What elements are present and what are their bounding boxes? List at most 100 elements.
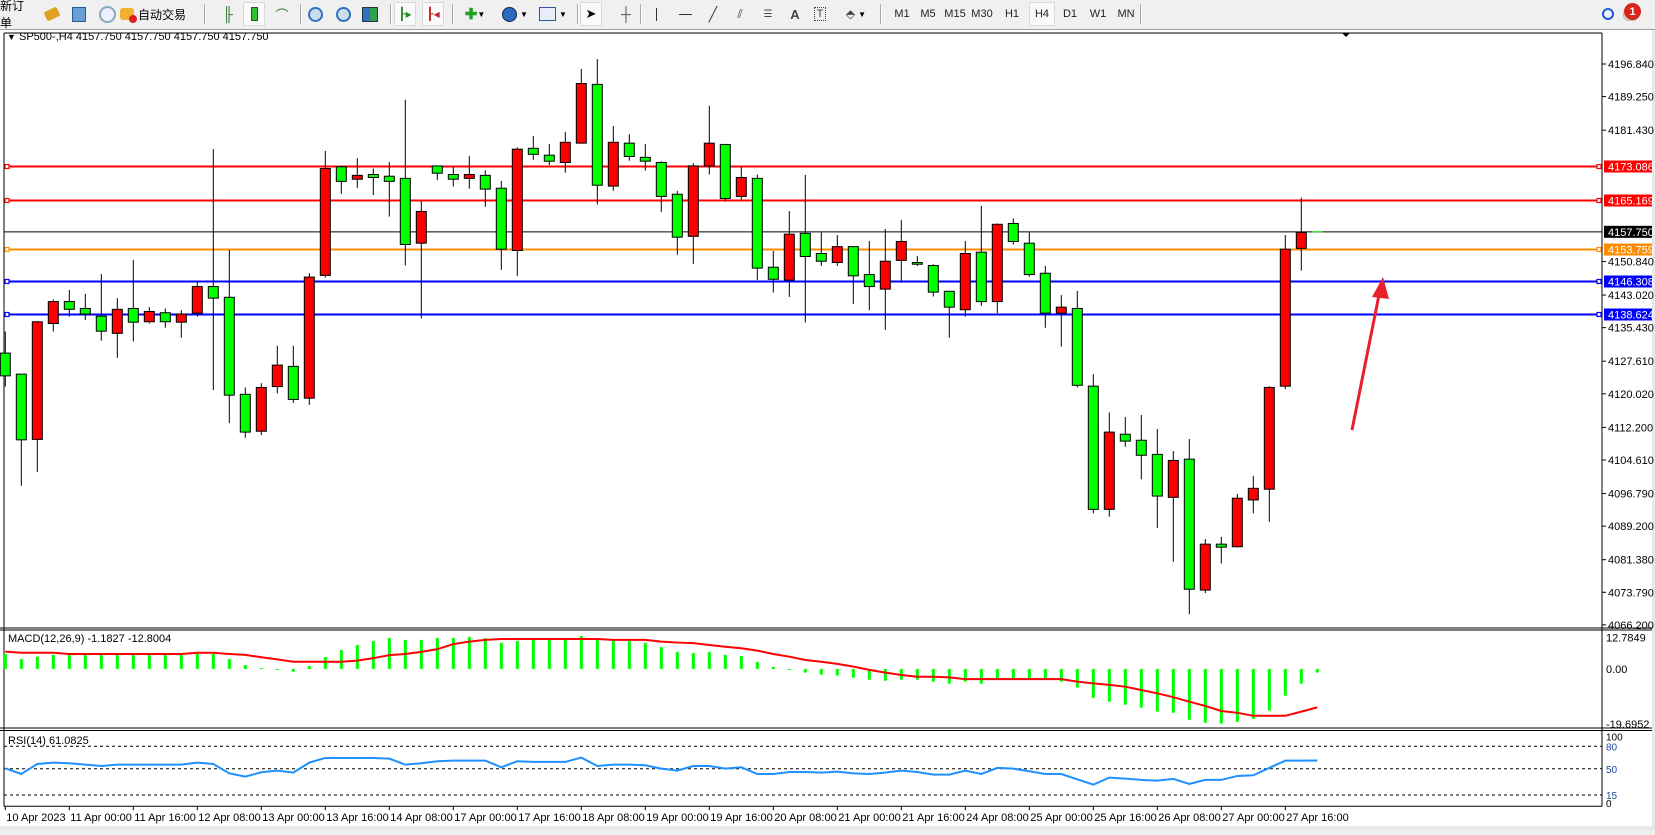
candle — [559, 132, 571, 173]
macd-histogram-bar — [179, 653, 183, 669]
candle — [79, 293, 91, 321]
chart-shift-button[interactable]: ┠◂ — [422, 2, 444, 26]
search-button[interactable] — [1598, 3, 1618, 25]
auto-trading-icon — [120, 8, 137, 23]
auto-trading-button[interactable]: 自动交易 — [120, 3, 198, 25]
macd-histogram-bar — [739, 656, 743, 669]
timeframe-h4-button[interactable]: H4 — [1029, 2, 1055, 26]
templates-icon — [539, 7, 557, 21]
candle-body — [879, 260, 891, 290]
chart-window[interactable]: 4173.086 4165.169 4153.759 4146.308 4138.624… — [0, 30, 1655, 830]
price-tick-label: 4143.020 — [1608, 290, 1654, 302]
chart-shift-marker-icon[interactable] — [1342, 33, 1350, 37]
price-tick-label: 4073.790 — [1608, 587, 1654, 599]
candle — [1167, 450, 1179, 562]
annotation-arrow-shaft[interactable] — [1350, 294, 1381, 431]
add-indicator-button[interactable]: ✚ ▼ — [458, 3, 492, 25]
candle-body — [415, 210, 427, 244]
macd-histogram-bar — [867, 668, 871, 680]
market-watch-icon — [43, 6, 61, 22]
candle — [367, 168, 379, 196]
new-order-button[interactable]: 新订单 — [0, 0, 34, 30]
search-icon — [1602, 8, 1614, 20]
macd-histogram-bar — [83, 654, 87, 669]
arrows-button[interactable]: ⬘ ▼ — [838, 3, 874, 25]
crosshair-button[interactable]: ┼ — [616, 3, 636, 25]
macd-histogram-bar — [339, 650, 343, 669]
timeframe-m30-button[interactable]: M30 — [971, 8, 993, 20]
candle — [239, 387, 251, 438]
candle — [927, 264, 939, 297]
text-label-button[interactable]: T — [810, 3, 830, 25]
vertical-line-button[interactable] — [646, 3, 666, 25]
timeframe-mn-button[interactable]: MN — [1117, 8, 1135, 20]
macd-histogram-bar — [691, 653, 695, 669]
candle-body — [943, 290, 955, 308]
time-tick-label: 19 Apr 16:00 — [710, 812, 772, 824]
tile-windows-button[interactable] — [360, 3, 380, 25]
horizontal-line-handle[interactable] — [1596, 246, 1602, 253]
periods-button[interactable]: ▼ — [498, 3, 532, 25]
chart-canvas[interactable]: 4173.086 4165.169 4153.759 4146.308 4138.624… — [0, 30, 1655, 830]
macd-tick-label: -19.6952 — [1606, 719, 1649, 731]
price-label-box — [1604, 243, 1652, 256]
candle-body — [767, 266, 779, 280]
timeframe-m1-button[interactable]: M1 — [894, 8, 910, 20]
trendline-button[interactable]: ╱ — [703, 3, 723, 25]
timeframe-m15-button[interactable]: M15 — [944, 8, 966, 20]
candle — [15, 373, 27, 486]
navigator-button[interactable] — [69, 3, 89, 25]
horizontal-line-handle[interactable] — [1596, 311, 1602, 318]
macd-histogram-bar — [1203, 668, 1207, 723]
horizontal-line-handle[interactable] — [4, 163, 10, 170]
zoom-in-button[interactable] — [305, 3, 325, 25]
horizontal-line-button[interactable] — [675, 3, 695, 25]
candlestick-icon — [250, 7, 258, 21]
candle-body — [1071, 307, 1083, 386]
symbol-menu-triangle-icon[interactable]: ▼ — [7, 32, 16, 42]
zoom-out-button[interactable] — [333, 3, 353, 25]
cursor-button[interactable]: ➤ — [580, 2, 602, 26]
candlestick-button[interactable] — [243, 2, 265, 26]
text-icon: A — [790, 6, 800, 22]
horizontal-line-handle[interactable] — [4, 197, 10, 204]
timeframe-d1-button[interactable]: D1 — [1062, 8, 1078, 20]
timeframe-w1-button[interactable]: W1 — [1089, 8, 1107, 20]
candle-body — [1167, 459, 1179, 498]
candle-body — [207, 286, 219, 299]
text-button[interactable]: A — [785, 3, 805, 25]
horizontal-line-handle[interactable] — [1596, 278, 1602, 285]
bar-chart-button[interactable]: ╟ — [218, 3, 238, 25]
line-chart-button[interactable]: ⌒ — [272, 3, 292, 25]
horizontal-line-handle[interactable] — [4, 311, 10, 318]
candle-body — [1247, 487, 1259, 501]
arrows-icon: ⬘ — [845, 7, 856, 21]
candle — [1087, 374, 1099, 514]
templates-button[interactable]: ▼ — [536, 3, 570, 25]
macd-histogram-bar — [659, 647, 663, 669]
market-watch-button[interactable] — [42, 3, 62, 25]
macd-histogram-bar — [515, 641, 519, 669]
auto-scroll-button[interactable]: ┠▸ — [394, 2, 416, 26]
macd-histogram-bar — [323, 656, 327, 669]
timeframe-m5-button[interactable]: M5 — [920, 8, 936, 20]
candle — [975, 205, 987, 306]
candle-body — [991, 223, 1003, 303]
price-label-box — [1604, 194, 1652, 207]
horizontal-line-handle[interactable] — [4, 246, 10, 253]
signals-button[interactable] — [97, 3, 117, 25]
horizontal-line-handle[interactable] — [4, 278, 10, 285]
horizontal-line-handle[interactable] — [1596, 163, 1602, 170]
fibonacci-button[interactable]: ☰ — [758, 3, 778, 25]
candle-body — [527, 147, 539, 155]
candle — [495, 180, 507, 270]
macd-histogram-bar — [1075, 668, 1079, 688]
equidistant-channel-button[interactable]: ⫽ — [730, 3, 750, 25]
horizontal-line-handle[interactable] — [1596, 197, 1602, 204]
timeframe-h1-button[interactable]: H1 — [1004, 8, 1020, 20]
candle-body — [591, 83, 603, 186]
price-tick-label: 4189.250 — [1608, 92, 1654, 104]
candle-body — [31, 321, 43, 440]
annotation-arrowhead-icon[interactable] — [1372, 277, 1389, 299]
candle-body — [831, 246, 843, 264]
